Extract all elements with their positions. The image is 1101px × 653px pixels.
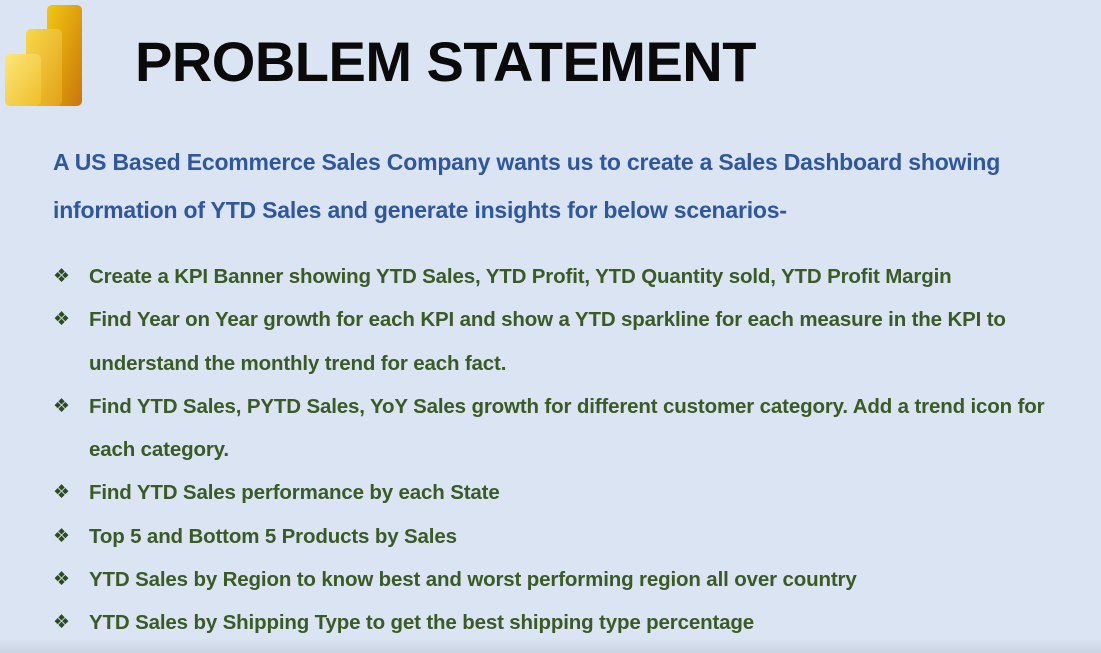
diamond-bullet-icon: ❖	[53, 611, 70, 634]
list-item-text: YTD Sales by Region to know best and wor…	[89, 568, 857, 592]
list-item: ❖ Top 5 and Bottom 5 Products by Sales	[53, 515, 1093, 558]
list-item: ❖ YTD Sales by Shipping Type to get the …	[53, 601, 1093, 644]
diamond-bullet-icon: ❖	[53, 394, 70, 417]
bottom-shade	[0, 639, 1101, 653]
list-item: ❖ Find Year on Year growth for each KPI …	[53, 298, 1093, 385]
power-bi-logo-icon	[5, 5, 82, 106]
list-item: ❖ YTD Sales by Region to know best and w…	[53, 558, 1093, 601]
list-item-text: Create a KPI Banner showing YTD Sales, Y…	[89, 265, 952, 288]
diamond-bullet-icon: ❖	[53, 524, 70, 547]
list-item: ❖ Find YTD Sales performance by each Sta…	[53, 471, 1093, 514]
list-item-text: YTD Sales by Shipping Type to get the be…	[89, 611, 755, 635]
diamond-bullet-icon: ❖	[53, 481, 70, 504]
intro-paragraph: A US Based Ecommerce Sales Company wants…	[53, 149, 1001, 223]
diamond-bullet-icon: ❖	[53, 265, 70, 287]
list-item-text: Find Year on Year growth for each KPI an…	[89, 308, 1006, 375]
diamond-bullet-icon: ❖	[53, 568, 70, 591]
diamond-bullet-icon: ❖	[53, 308, 70, 331]
list-item-text: Top 5 and Bottom 5 Products by Sales	[89, 524, 457, 548]
list-item: ❖ Create a KPI Banner showing YTD Sales,…	[53, 255, 1093, 298]
list-item-text: Find YTD Sales, PYTD Sales, YoY Sales gr…	[89, 394, 1045, 462]
list-item: ❖ Find YTD Sales, PYTD Sales, YoY Sales …	[53, 385, 1093, 472]
page-title: PROBLEM STATEMENT	[135, 30, 756, 93]
list-item-text: Find YTD Sales performance by each State	[89, 481, 500, 505]
scenario-list: ❖ Create a KPI Banner showing YTD Sales,…	[53, 255, 1093, 645]
